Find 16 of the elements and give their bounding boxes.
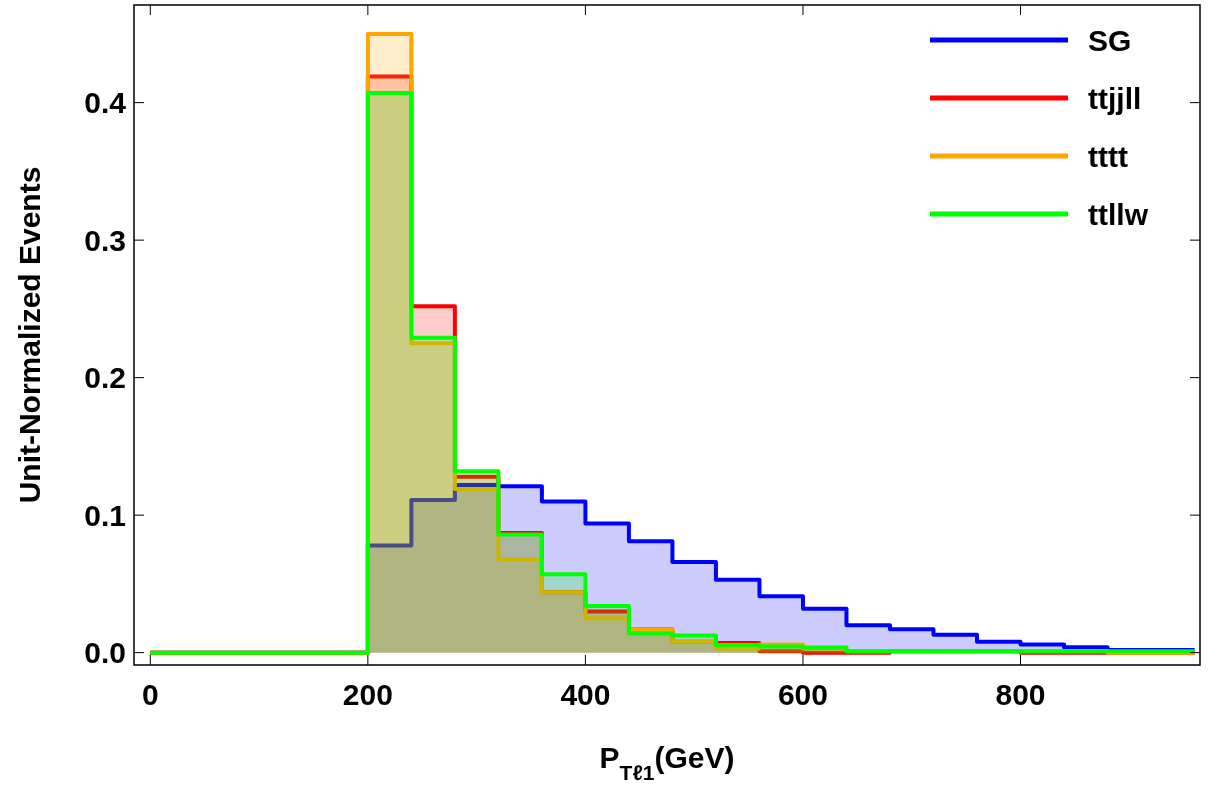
y-axis-title: Unit-Normalized Events	[13, 166, 46, 504]
x-tick-label: 400	[560, 678, 611, 711]
x-axis-title: P$_{Tℓ1}$(GeV)	[599, 741, 735, 784]
legend-label: ttllw	[1088, 197, 1149, 231]
x-tick-label: 800	[995, 678, 1046, 711]
y-tick-label: 0.3	[84, 223, 126, 257]
y-tick-label: 0.1	[84, 498, 126, 532]
y-tick-label: 0.2	[84, 361, 126, 395]
y-tick-label: 0.0	[84, 636, 126, 670]
y-tick-label: 0.4	[84, 86, 127, 120]
x-tick-label: 200	[342, 678, 393, 711]
legend-label: SG	[1088, 23, 1132, 57]
x-tick-label: 0	[141, 678, 159, 711]
legend-label: tttt	[1088, 139, 1128, 173]
legend-label: ttjjll	[1088, 81, 1142, 115]
x-tick-label: 600	[777, 678, 828, 711]
